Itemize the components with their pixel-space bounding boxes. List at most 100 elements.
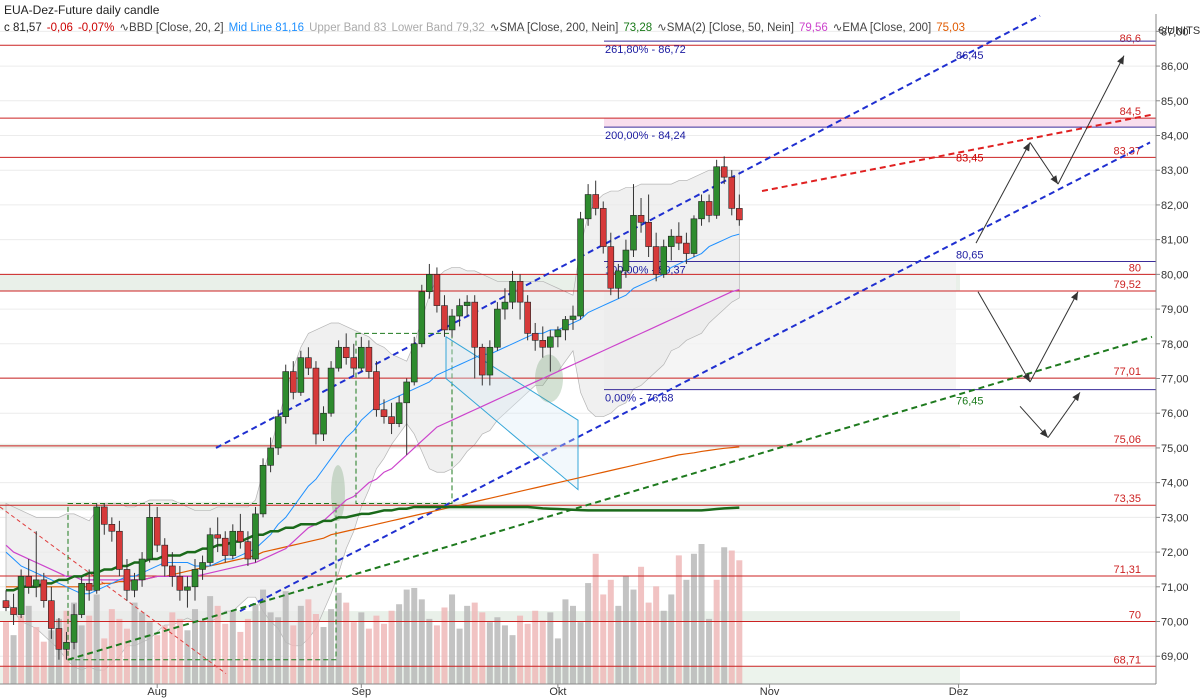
candle-body <box>448 315 456 331</box>
horizontal-level-label: 77,01 <box>1113 366 1141 378</box>
candle-body <box>562 319 569 331</box>
volume-bar <box>207 596 214 684</box>
fib-level-label: 0,00% - 76,68 <box>605 393 674 405</box>
projection-arrow <box>1029 291 1079 383</box>
candle-body <box>667 235 675 247</box>
volume-bar <box>229 610 236 684</box>
y-axis-unit: €/UNITS <box>1158 25 1200 37</box>
horizontal-level-label: 75,06 <box>1113 434 1141 446</box>
candle-body <box>70 614 78 643</box>
candle-body <box>312 367 320 435</box>
volume-bar <box>335 592 342 684</box>
volume-bar <box>645 602 652 684</box>
y-axis-tick-label: 69,00 <box>1161 651 1189 663</box>
indicator-part: -0,06 <box>46 22 73 34</box>
candle-body <box>48 600 55 629</box>
breakout-box <box>355 332 453 504</box>
volume-bar <box>471 602 478 684</box>
volume-bar <box>539 620 546 684</box>
candle-body <box>350 357 358 369</box>
volume-bar <box>40 641 47 684</box>
fib-level-label: 200,00% - 84,24 <box>605 130 686 142</box>
volume-bar <box>3 622 9 684</box>
horizontal-level-label: 86,6 <box>1120 33 1141 45</box>
candle-body <box>161 544 169 567</box>
volume-bar <box>570 605 576 684</box>
candle-body <box>78 583 85 615</box>
volume-bar <box>328 609 335 684</box>
projection-arrow <box>1057 55 1125 185</box>
volume-bar <box>464 605 471 684</box>
candle-body <box>690 218 698 254</box>
x-axis-tick-label: Aug <box>147 686 167 698</box>
volume-bar <box>116 618 123 684</box>
candle-body <box>410 343 418 383</box>
candle-body <box>478 346 486 376</box>
candle-body <box>456 305 463 317</box>
chart-title: EUA-Dez-Future daily candle <box>4 3 160 17</box>
volume-bar <box>607 579 614 684</box>
candle-body <box>108 524 116 532</box>
volume-bar <box>25 605 32 684</box>
volume-bar <box>668 594 675 684</box>
candle-body <box>365 346 373 372</box>
candle-body <box>146 517 153 560</box>
y-axis-tick-label: 73,00 <box>1161 512 1189 524</box>
candle-body <box>660 246 668 275</box>
volume-bar <box>433 625 440 684</box>
volume-bar <box>320 627 327 684</box>
projection-arrow-head <box>1117 55 1124 65</box>
y-axis-tick-label: 82,00 <box>1161 200 1189 212</box>
horizontal-level-label: 83,37 <box>1113 145 1141 157</box>
price-annotation: 86,45 <box>956 50 984 62</box>
indicator-part: 75,03 <box>936 22 966 34</box>
volume-bar <box>381 623 387 684</box>
candle-body <box>441 305 448 331</box>
volume-bar <box>479 612 486 684</box>
price-annotation: 83,45 <box>956 153 984 165</box>
candle-body <box>516 281 524 303</box>
candle-body <box>335 346 342 369</box>
candle-body <box>418 291 426 345</box>
volume-bar <box>501 625 508 684</box>
y-axis-panel <box>1156 0 1200 700</box>
volume-bar <box>517 615 524 684</box>
candle-body <box>252 513 259 560</box>
candle-body <box>358 346 365 369</box>
candle-body <box>728 176 736 209</box>
candle-body <box>2 600 10 608</box>
volume-bar <box>728 550 735 684</box>
y-axis-tick-label: 80,00 <box>1161 269 1189 281</box>
volume-bar <box>350 622 357 684</box>
volume-bar <box>396 604 403 684</box>
candle-body <box>599 208 607 247</box>
x-axis-tick-label: Sep <box>352 686 372 698</box>
candle-body <box>645 221 652 247</box>
candle-body <box>229 530 237 556</box>
candle-body <box>592 194 599 209</box>
candle-body <box>569 315 577 320</box>
indicator-part: 79,56 <box>798 22 828 34</box>
candle-body <box>713 166 720 216</box>
projection-arrow-head <box>1050 175 1058 185</box>
projection-arrow <box>1029 142 1059 185</box>
volume-bar <box>260 589 267 684</box>
indicator-part: ∿EMA [Close, 200] <box>832 22 932 34</box>
candle-body <box>244 541 252 560</box>
indicator-part: Upper Band 83 <box>309 22 387 34</box>
indicator-part: ∿SMA(2) [Close, 50, Nein] <box>657 22 794 34</box>
candle-body <box>509 281 516 303</box>
volume-bar <box>184 630 191 684</box>
volume-bar <box>176 618 183 684</box>
candle-body <box>433 274 441 306</box>
candle-body <box>471 301 479 348</box>
volume-bar <box>509 635 516 684</box>
candle-body <box>327 367 335 414</box>
volume-bar <box>252 604 259 684</box>
candle-body <box>55 628 63 650</box>
candle-body <box>169 565 176 577</box>
volume-bar <box>192 609 198 684</box>
candle-body <box>698 201 705 220</box>
volume-bar <box>139 612 146 684</box>
